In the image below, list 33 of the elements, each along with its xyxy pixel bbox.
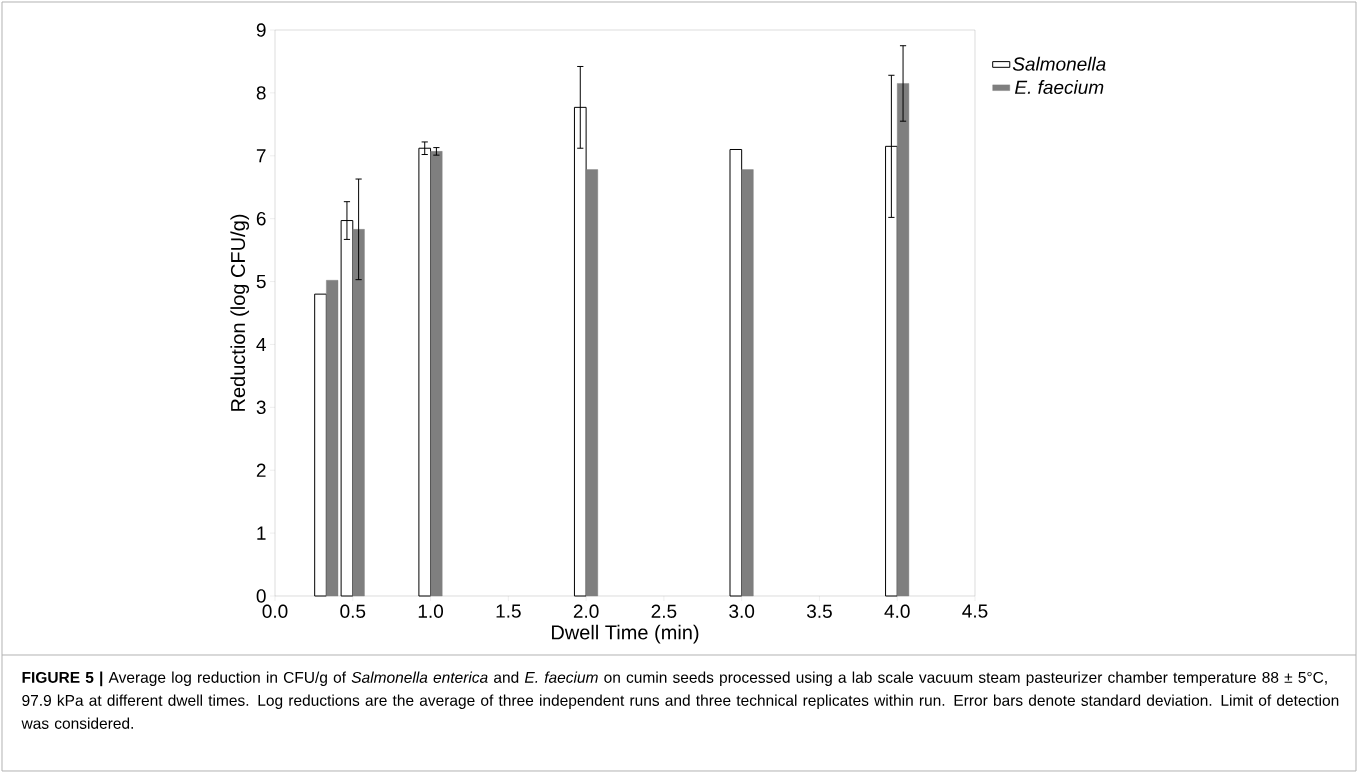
x-tick-label: 2.0 [573, 604, 599, 618]
y-tick-label: 4 [256, 337, 266, 351]
x-tick-label: 4.5 [962, 604, 988, 618]
bar [897, 83, 910, 597]
y-tick-label: 6 [256, 211, 266, 226]
bar [585, 169, 598, 597]
bar [430, 151, 443, 597]
y-tick-label: 7 [256, 149, 266, 163]
x-tick-label: 0.5 [340, 604, 366, 618]
bar [326, 280, 339, 597]
y-tick-label: 0 [256, 589, 266, 603]
y-tick-label: 1 [257, 526, 266, 540]
x-tick-label: 4.0 [884, 604, 910, 618]
y-tick-label: 5 [256, 274, 266, 289]
bar [741, 169, 754, 597]
y-tick-label: 8 [256, 86, 266, 100]
y-tick-label: 3 [256, 400, 266, 415]
bar [352, 229, 365, 597]
y-tick-label: 2 [256, 463, 266, 477]
x-tick-label: 0.0 [262, 604, 288, 618]
x-tick-label: 2.5 [651, 604, 677, 618]
bar [314, 293, 327, 597]
text: FIGURE 5 | Average log reduction in CFU/g of Salmonella enterica and E. faecium on cumin seeds processed using a lab scale vacuum steam pasteurizer chamber temperature 88 ± 5°C, 97.9 kPa at different dwell times. Log reductions are the average of three independent runs and three technical replicates within run. Error bars denote standard deviation. Limit of detection was considered. [21, 671, 1339, 729]
x-axis-title: Dwell Time (min) [552, 624, 699, 644]
x-tick-label: 3.0 [729, 604, 755, 618]
x-tick-label: 1.5 [496, 604, 521, 618]
y-axis-title: Reduction (log CFU/g) [230, 214, 250, 411]
x-tick-label: 1.0 [418, 604, 444, 618]
y-tick-label: 9 [256, 23, 266, 37]
legend-label: Salmonella [1012, 56, 1106, 71]
x-tick-label: 3.5 [806, 604, 832, 618]
bar [729, 148, 743, 597]
legend-label: E. faecium [1014, 80, 1104, 95]
